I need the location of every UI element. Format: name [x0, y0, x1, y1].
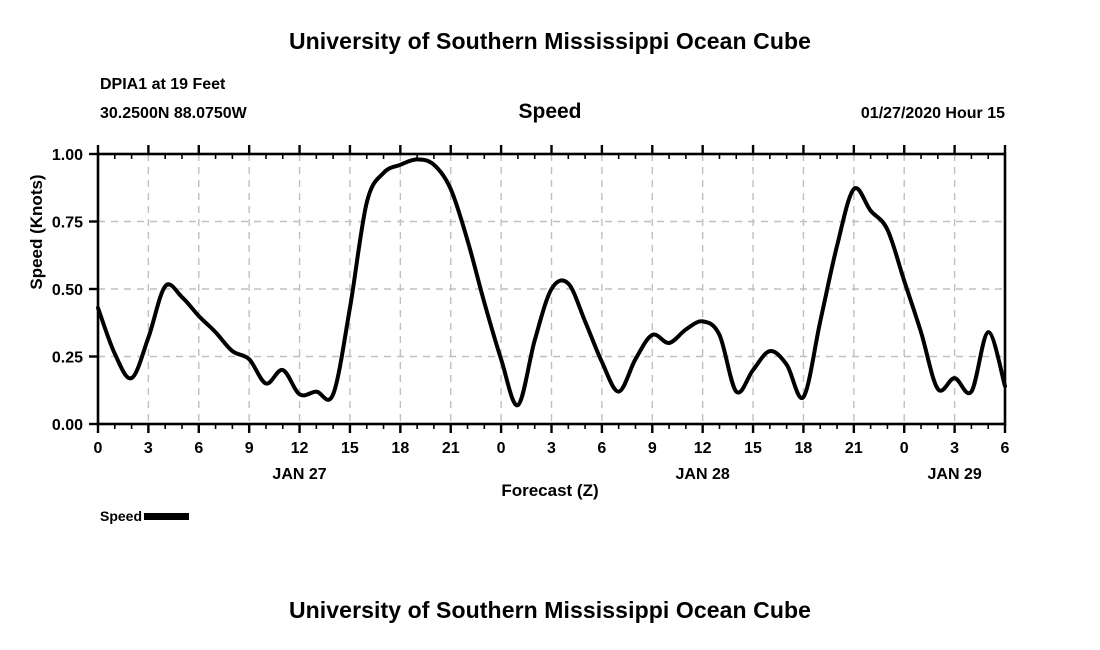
page-title: University of Southern Mississippi Ocean…	[288, 28, 812, 54]
speed-line-chart: 0.00 0.25 0.50 0.75 1.00 0 3 6 9 12 15 18 21 0 3 6 9 12 15…	[52, 145, 1010, 483]
x-axis-tick-label: 18	[795, 440, 813, 457]
y-axis-tick-label: 0.75	[52, 215, 83, 232]
x-axis-tick-label: 3	[144, 440, 153, 457]
legend-swatch-speed	[144, 512, 190, 520]
x-axis-tick-label: 0	[94, 440, 103, 457]
parameter-title: Speed	[518, 100, 582, 123]
x-axis-tick-label: 6	[194, 440, 203, 457]
x-axis-tick-label: 21	[845, 440, 863, 457]
x-axis-tick-label: 15	[341, 440, 359, 457]
x-axis-tick-label: 3	[950, 440, 959, 457]
x-axis-tick-label: 6	[597, 440, 606, 457]
chart-legend: Speed	[100, 508, 190, 524]
coordinates-label: 30.2500N 88.0750W	[100, 105, 247, 122]
x-axis-day-label: JAN 28	[676, 466, 730, 483]
station-label: DPIA1 at 19 Feet	[100, 76, 226, 93]
x-axis-tick-label: 18	[391, 440, 409, 457]
x-axis-tick-label: 15	[744, 440, 762, 457]
x-axis-tick-label: 12	[694, 440, 712, 457]
x-axis-tick-label: 0	[497, 440, 506, 457]
x-axis-tick-label: 6	[1001, 440, 1010, 457]
y-axis-tick-label: 1.00	[52, 147, 83, 164]
y-axis-tick-label: 0.50	[52, 282, 83, 299]
y-axis-tick-label: 0.00	[52, 417, 83, 434]
data-series-speed	[96, 157, 1007, 408]
x-axis-tick-label: 3	[547, 440, 556, 457]
x-axis-day-label: JAN 29	[927, 466, 981, 483]
x-axis-tick-label: 21	[442, 440, 460, 457]
x-axis-tick-label: 9	[245, 440, 254, 457]
x-axis-day-label: JAN 27	[272, 466, 326, 483]
y-axis-tick-label: 0.25	[52, 350, 83, 367]
x-axis-tick-label: 0	[900, 440, 909, 457]
x-axis-label: Forecast (Z)	[501, 481, 599, 500]
legend-label-speed: Speed	[100, 508, 143, 524]
footer-title: University of Southern Mississippi Ocean…	[288, 597, 812, 623]
timestamp-label: 01/27/2020 Hour 15	[860, 105, 1005, 122]
x-axis-tick-label: 12	[291, 440, 309, 457]
x-axis-tick-label: 9	[648, 440, 657, 457]
